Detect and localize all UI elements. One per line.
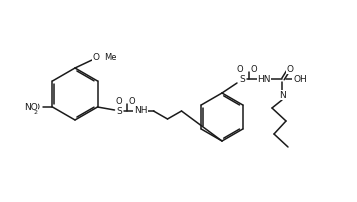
Text: 2: 2 bbox=[34, 110, 37, 115]
Text: OH: OH bbox=[293, 75, 307, 83]
Text: S: S bbox=[117, 106, 122, 116]
Text: O: O bbox=[237, 64, 243, 74]
Text: N: N bbox=[278, 90, 285, 100]
Text: S: S bbox=[239, 75, 245, 83]
Text: O: O bbox=[33, 102, 40, 112]
Text: NH: NH bbox=[134, 105, 147, 115]
Text: O: O bbox=[115, 97, 122, 105]
Text: O: O bbox=[128, 97, 135, 105]
Text: Me: Me bbox=[104, 54, 116, 62]
Text: NO: NO bbox=[24, 102, 37, 112]
Text: O: O bbox=[251, 64, 257, 74]
Text: O: O bbox=[287, 64, 293, 74]
Text: HN: HN bbox=[257, 75, 271, 83]
Text: O: O bbox=[92, 54, 100, 62]
